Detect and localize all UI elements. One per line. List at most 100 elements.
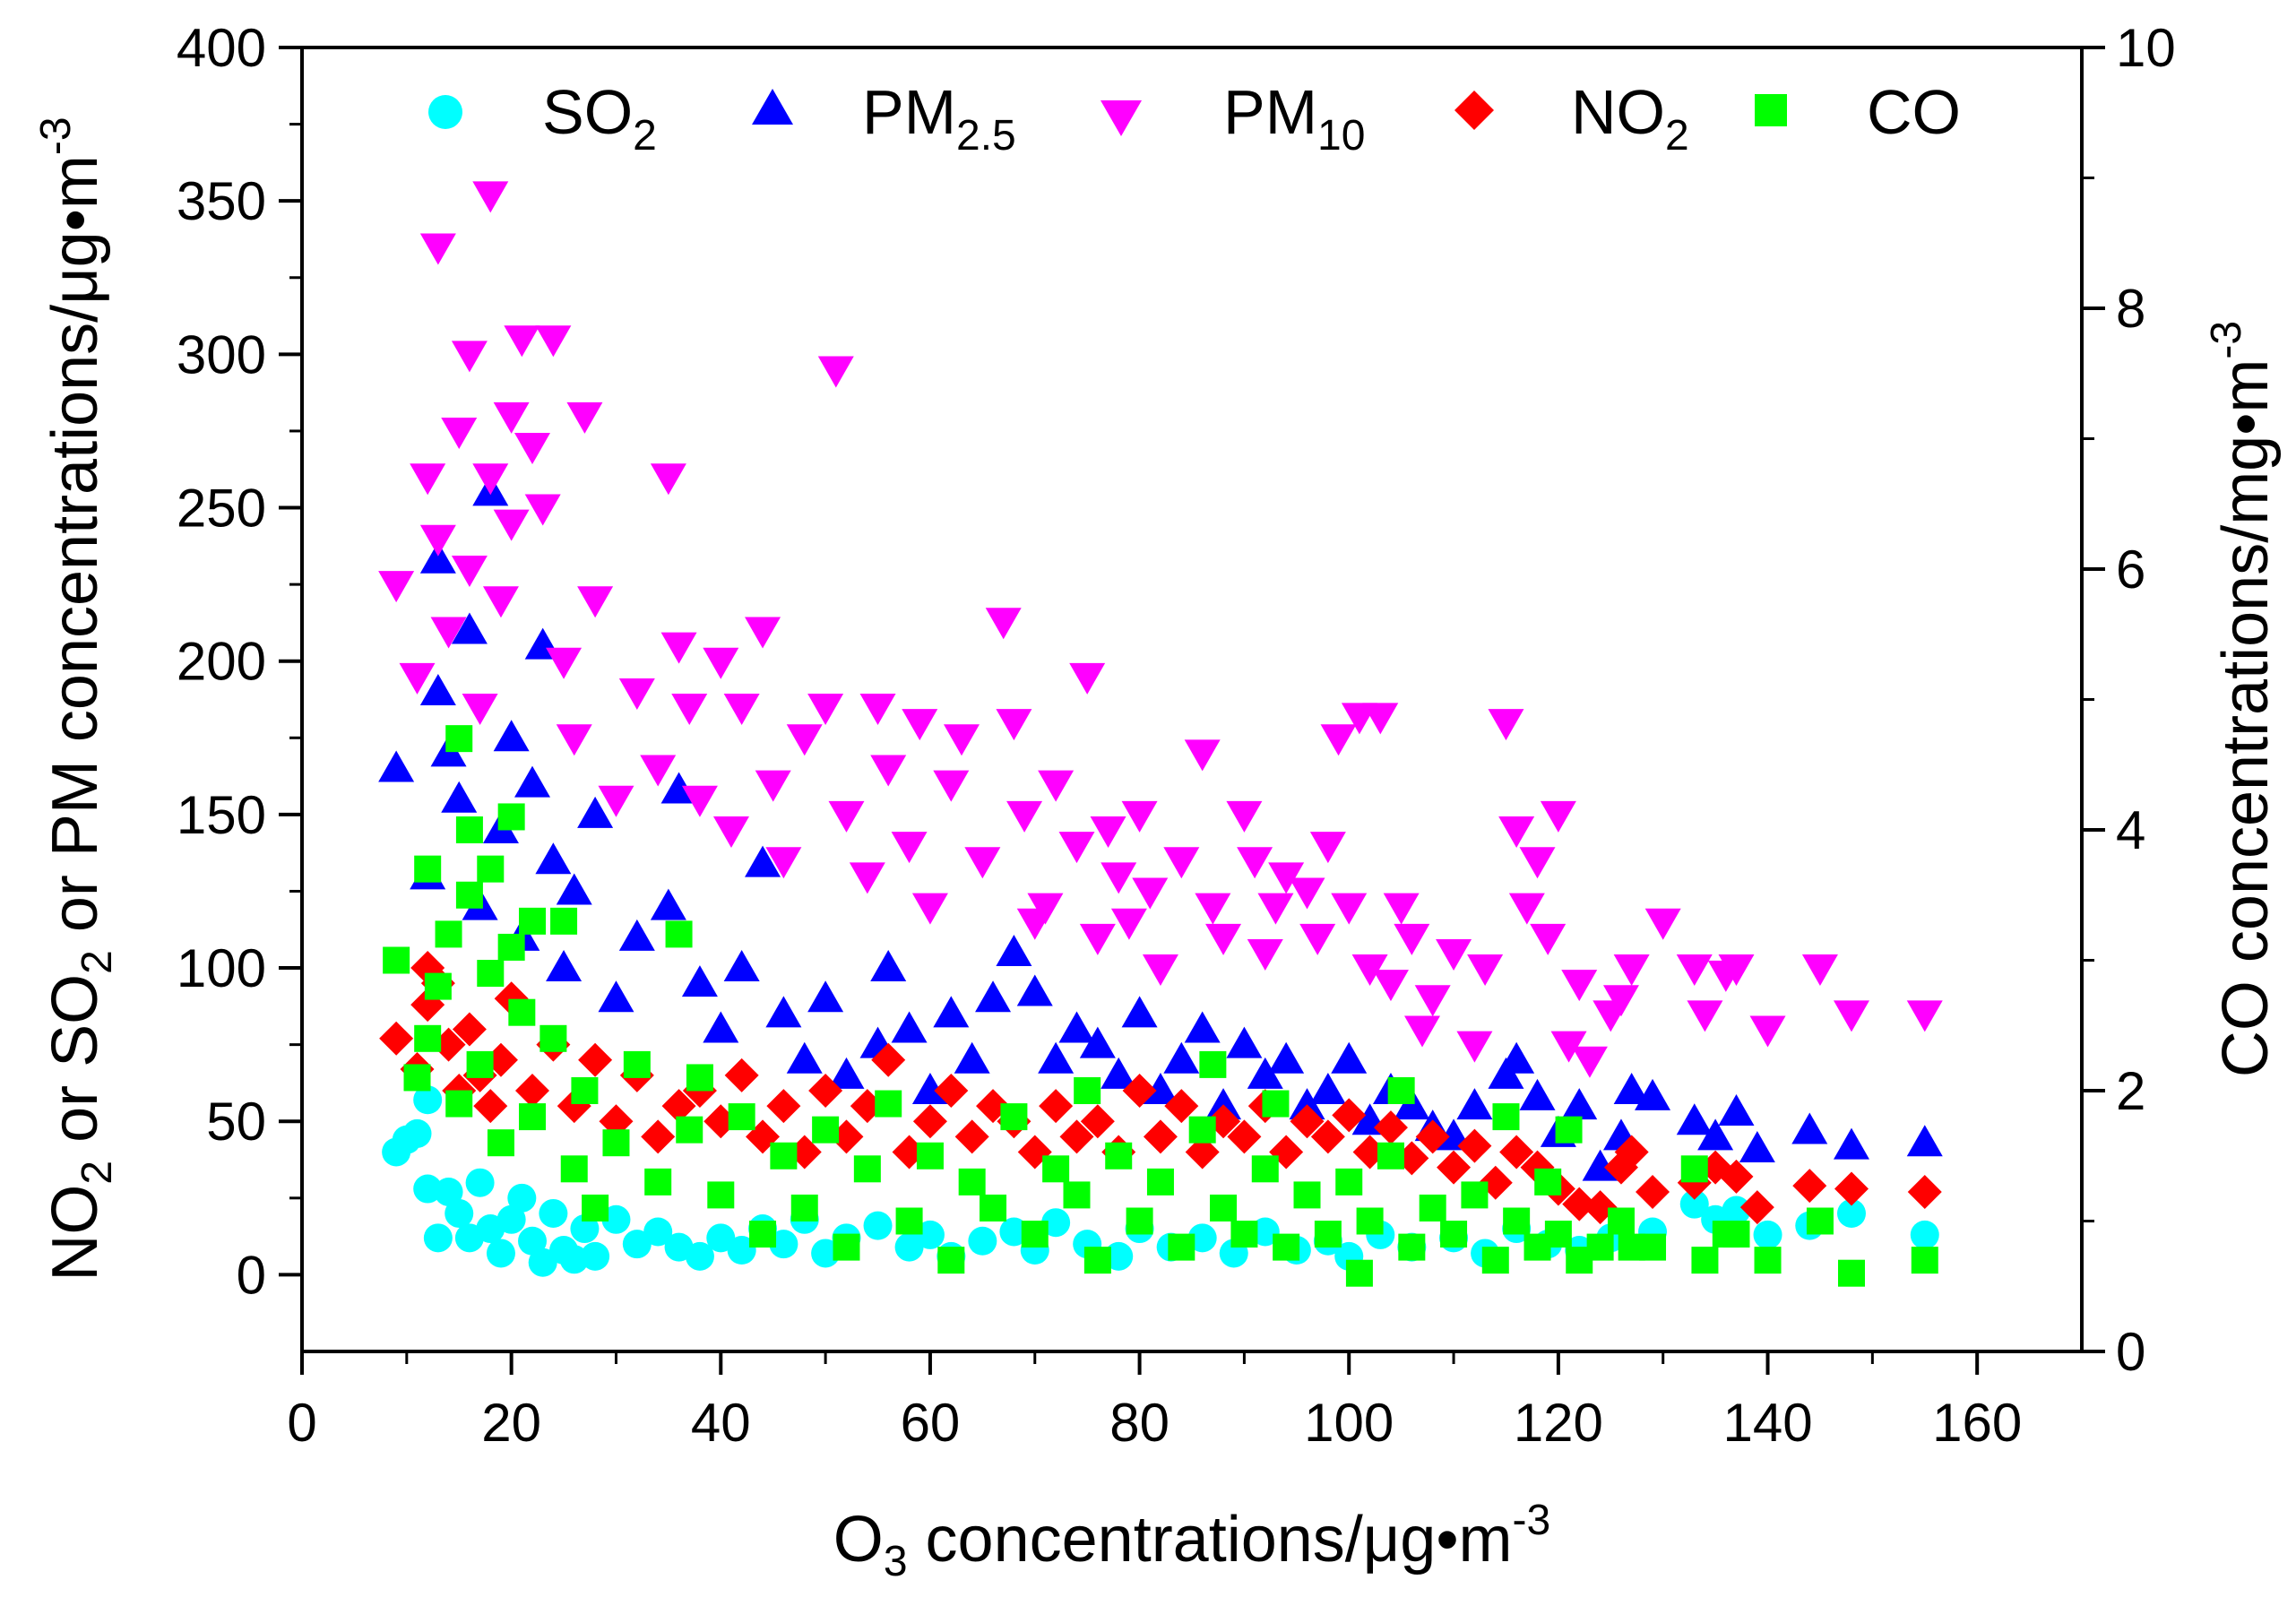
point-pm10	[493, 509, 530, 541]
point-pm10	[817, 356, 854, 388]
point-co	[1555, 1116, 1583, 1144]
point-no2	[452, 1012, 487, 1047]
point-so2	[518, 1226, 548, 1256]
point-pm10	[451, 556, 488, 587]
point-pm10	[410, 463, 446, 496]
point-so2	[769, 1230, 798, 1259]
point-pm10	[1351, 954, 1388, 987]
point-pm10	[1488, 709, 1524, 741]
point-pm25	[1561, 1088, 1598, 1120]
point-pm10	[399, 662, 436, 695]
point-so2	[423, 1223, 453, 1253]
point-pm25	[1247, 1057, 1283, 1089]
point-co	[1680, 1155, 1708, 1183]
point-so2	[465, 1168, 495, 1197]
x-tick-label: 100	[1304, 1393, 1394, 1453]
point-pm10	[1058, 832, 1095, 864]
point-pm10	[1205, 923, 1242, 955]
x-tick-label: 80	[1109, 1393, 1170, 1453]
point-no2	[1164, 1089, 1199, 1124]
point-pm25	[1142, 1073, 1178, 1104]
point-no2	[1636, 1174, 1670, 1209]
point-co	[1911, 1247, 1938, 1274]
left-y-tick-label: 350	[177, 171, 266, 231]
point-pm10	[807, 694, 844, 726]
data-points	[378, 181, 1943, 1287]
point-pm10	[1394, 923, 1430, 955]
point-no2	[1499, 1135, 1534, 1170]
point-pm10	[703, 647, 739, 679]
point-co	[1461, 1181, 1489, 1209]
point-pm10	[1383, 893, 1420, 925]
series-co	[383, 725, 1938, 1287]
point-pm10	[566, 401, 603, 434]
x-axis-label: O3 concentrations/μg•m-3	[833, 1497, 1550, 1585]
point-pm25	[514, 765, 551, 798]
point-co	[1126, 1207, 1153, 1235]
point-no2	[379, 1021, 414, 1056]
point-no2	[1039, 1089, 1074, 1124]
point-co	[1754, 1247, 1782, 1274]
point-co	[1691, 1247, 1719, 1274]
point-pm25	[1226, 1026, 1263, 1058]
point-co	[1042, 1155, 1070, 1183]
point-so2	[999, 1217, 1029, 1247]
point-so2	[413, 1174, 443, 1204]
point-pm10	[1079, 923, 1116, 955]
point-so2	[622, 1230, 652, 1259]
point-no2	[934, 1074, 969, 1108]
point-co	[895, 1207, 923, 1235]
point-co	[1492, 1103, 1520, 1131]
point-pm25	[1498, 1041, 1535, 1074]
point-pm25	[996, 934, 1032, 966]
point-so2	[1836, 1198, 1866, 1228]
x-axis-ticks: 0 20 40 60 80 100 120 140 160	[287, 1351, 2022, 1453]
point-pm10	[1110, 908, 1147, 940]
point-co	[1440, 1221, 1468, 1248]
point-so2	[539, 1198, 568, 1228]
point-pm10	[419, 233, 456, 265]
point-pm25	[378, 750, 415, 782]
point-co	[1262, 1090, 1290, 1118]
point-pm25	[1163, 1041, 1200, 1074]
point-so2	[968, 1226, 997, 1256]
point-co	[1345, 1259, 1373, 1287]
point-co	[1105, 1142, 1133, 1170]
point-so2	[1041, 1208, 1071, 1238]
point-pm10	[902, 709, 938, 741]
point-pm10	[943, 724, 980, 756]
point-pm25	[891, 1011, 928, 1043]
point-pm10	[1320, 724, 1357, 756]
point-pm25	[493, 720, 530, 752]
left-y-tick-label: 150	[177, 785, 266, 845]
point-pm10	[964, 847, 1001, 879]
point-co	[1083, 1247, 1111, 1274]
right-y-axis-ticks: 0 2 4 6 8 10	[2082, 18, 2176, 1382]
point-pm10	[1289, 877, 1325, 910]
point-co	[1722, 1221, 1750, 1248]
legend-marker-no2	[1454, 91, 1494, 130]
point-pm10	[1372, 970, 1409, 1002]
point-so2	[1910, 1220, 1939, 1249]
point-pm10	[1508, 893, 1545, 925]
left-y-tick-label: 250	[177, 479, 266, 539]
point-pm10	[1362, 703, 1399, 735]
x-tick-label: 120	[1514, 1393, 1603, 1453]
point-no2	[473, 1089, 508, 1124]
point-pm10	[504, 325, 540, 358]
point-co	[749, 1221, 777, 1248]
point-pm10	[1006, 800, 1043, 833]
point-pm25	[954, 1041, 990, 1074]
point-pm10	[1644, 908, 1681, 940]
left-y-axis-label: NO2 or SO2 or PM concentrations/μg•m-3	[32, 117, 121, 1281]
point-no2	[871, 1042, 906, 1077]
point-co	[875, 1090, 902, 1118]
point-co	[1074, 1077, 1101, 1104]
legend-item-pm10: PM10	[1101, 77, 1365, 160]
point-pm25	[1676, 1103, 1713, 1135]
point-pm10	[1498, 816, 1535, 848]
point-pm10	[1833, 1000, 1869, 1032]
point-co	[1199, 1050, 1227, 1078]
point-so2	[1679, 1189, 1709, 1219]
point-so2	[559, 1245, 589, 1274]
